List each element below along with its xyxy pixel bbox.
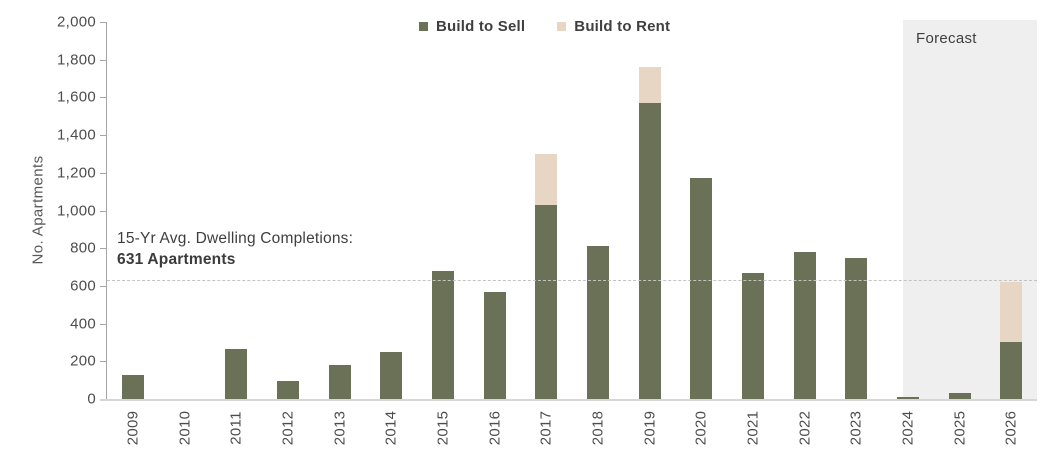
y-tick-label: 1,400 xyxy=(56,126,96,144)
legend-item-build-to-rent: Build to Rent xyxy=(557,18,670,35)
bar-2017-build-to-rent xyxy=(535,153,558,205)
x-tick-label-2013: 2013 xyxy=(331,410,348,446)
x-tick-label-2017: 2017 xyxy=(537,410,555,446)
x-tick-label-2009: 2009 xyxy=(124,410,142,446)
y-axis-line xyxy=(106,22,107,400)
bar-2025-build-to-sell xyxy=(948,393,971,399)
y-tick-label: 400 xyxy=(70,315,96,333)
x-tick-label-2024: 2024 xyxy=(899,410,917,446)
x-tick-label-2026: 2026 xyxy=(1002,410,1020,446)
bar-2022-build-to-sell xyxy=(793,251,816,399)
x-axis-line xyxy=(100,399,1037,401)
average-annotation: 15-Yr Avg. Dwelling Completions: 631 Apa… xyxy=(117,228,353,270)
y-tick-mark xyxy=(100,285,106,287)
y-tick-label: 0 xyxy=(87,390,96,408)
y-tick-mark xyxy=(100,323,106,325)
bar-2018-build-to-sell xyxy=(586,246,609,399)
legend-item-build-to-sell: Build to Sell xyxy=(419,18,525,35)
bar-2017-build-to-sell xyxy=(535,204,558,399)
y-tick-mark xyxy=(100,210,106,212)
bar-2019-build-to-rent xyxy=(638,67,661,104)
forecast-label: Forecast xyxy=(916,30,977,47)
bar-2013-build-to-sell xyxy=(328,365,351,399)
y-tick-mark xyxy=(100,248,106,250)
legend: Build to Sell Build to Rent xyxy=(419,18,670,35)
y-tick-mark xyxy=(100,59,106,61)
bar-2015-build-to-sell xyxy=(431,270,454,399)
x-tick-label-2020: 2020 xyxy=(692,410,710,446)
y-tick-label: 2,000 xyxy=(56,13,96,31)
average-annotation-line2: 631 Apartments xyxy=(117,251,236,268)
bar-2024-build-to-sell xyxy=(896,397,919,399)
x-tick-label-2019: 2019 xyxy=(641,410,658,446)
bar-2016-build-to-sell xyxy=(483,291,506,399)
x-tick-label-2015: 2015 xyxy=(434,410,452,446)
y-tick-mark xyxy=(100,135,106,137)
bar-2026-build-to-sell xyxy=(1000,342,1023,399)
average-line xyxy=(107,280,1037,282)
bar-2020-build-to-sell xyxy=(690,178,713,399)
y-tick-mark xyxy=(100,22,106,23)
x-tick-label-2010: 2010 xyxy=(176,410,193,446)
legend-label-build-to-rent: Build to Rent xyxy=(574,18,671,35)
bar-2021-build-to-sell xyxy=(741,272,764,399)
bar-2011-build-to-sell xyxy=(225,349,248,399)
bar-2014-build-to-sell xyxy=(380,351,403,399)
y-tick-label: 600 xyxy=(70,277,96,295)
bar-2019-build-to-sell xyxy=(638,103,661,399)
y-tick-mark xyxy=(100,97,106,99)
bar-2026-build-to-rent xyxy=(1000,282,1023,343)
y-tick-label: 1,600 xyxy=(56,88,96,106)
x-tick-label-2021: 2021 xyxy=(744,410,762,446)
build-to-rent-swatch-icon xyxy=(557,22,567,31)
legend-label-build-to-sell: Build to Sell xyxy=(436,18,526,35)
x-tick-label-2025: 2025 xyxy=(951,410,968,446)
build-to-sell-swatch-icon xyxy=(419,22,428,31)
y-tick-mark xyxy=(100,361,106,363)
y-tick-label: 1,200 xyxy=(56,164,96,182)
y-tick-label: 800 xyxy=(70,239,96,257)
x-tick-label-2014: 2014 xyxy=(382,410,400,446)
y-tick-mark xyxy=(100,172,106,174)
x-tick-label-2016: 2016 xyxy=(486,410,503,446)
y-tick-label: 1,000 xyxy=(56,202,96,219)
x-tick-label-2023: 2023 xyxy=(847,410,865,446)
x-tick-label-2011: 2011 xyxy=(227,411,245,445)
bar-2009-build-to-sell xyxy=(121,375,144,399)
average-annotation-line1: 15-Yr Avg. Dwelling Completions: xyxy=(117,230,354,247)
bar-2023-build-to-sell xyxy=(845,257,868,399)
y-tick-label: 200 xyxy=(70,352,96,370)
x-tick-label-2018: 2018 xyxy=(589,410,607,446)
bar-2012-build-to-sell xyxy=(276,381,299,399)
y-tick-label: 1,800 xyxy=(56,51,96,69)
x-tick-label-2022: 2022 xyxy=(796,410,813,446)
x-tick-label-2012: 2012 xyxy=(279,410,297,446)
